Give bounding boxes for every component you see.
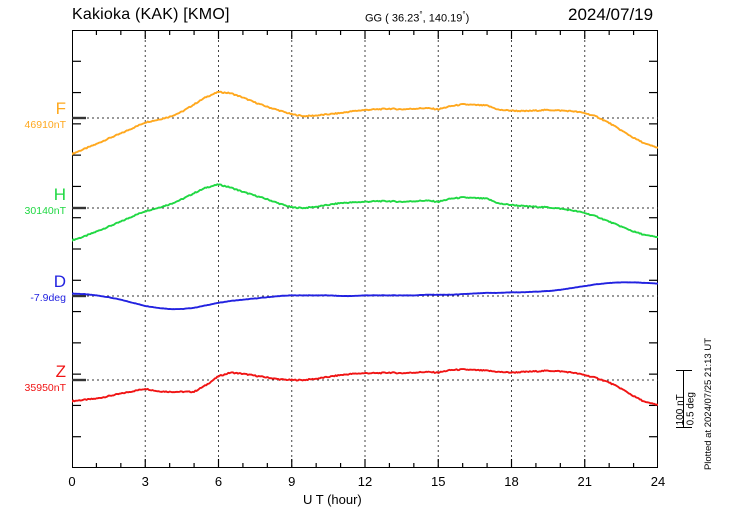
component-symbol-f: F xyxy=(55,99,66,118)
x-axis-tick-6: 6 xyxy=(214,474,223,489)
degree-sign-lat: ° xyxy=(419,10,423,19)
component-symbol-d: D xyxy=(53,272,66,291)
x-axis-tick-21: 21 xyxy=(577,474,592,489)
scale-bar-cap-bottom xyxy=(676,426,692,428)
coords-close-paren: ) xyxy=(465,12,470,25)
degree-sign-lon: ° xyxy=(462,10,466,19)
scale-bar-label: 100 nT 0.5 deg xyxy=(675,392,697,426)
x-axis-tick-15: 15 xyxy=(431,474,446,489)
component-label-f: F 46910nT xyxy=(4,99,66,131)
component-baseline-h: 30140nT xyxy=(24,204,66,217)
scale-bar-line xyxy=(683,370,685,428)
scale-bar-deg: 0.5 deg xyxy=(685,392,697,426)
coords-lon-part: , 140.19 xyxy=(422,12,463,25)
x-axis-tick-12: 12 xyxy=(357,474,373,489)
magnetogram-plot xyxy=(72,30,658,468)
plotted-timestamp: Plotted at 2024/07/25 21:13 UT xyxy=(703,338,714,471)
component-symbol-z: Z xyxy=(55,362,66,381)
scale-bar xyxy=(676,370,692,428)
component-baseline-z: 35950nT xyxy=(24,381,66,394)
scale-bar-cap-top xyxy=(676,370,692,372)
component-symbol-h: H xyxy=(53,185,66,204)
component-label-d: D -7.9deg xyxy=(4,272,66,304)
x-axis-tick-0: 0 xyxy=(68,474,76,489)
component-label-z: Z 35950nT xyxy=(4,362,66,394)
station-title: Kakioka (KAK) [KMO] xyxy=(72,6,230,23)
component-baseline-f: 46910nT xyxy=(24,118,66,131)
coords-lat-part: GG ( 36.23 xyxy=(365,12,420,25)
component-label-h: H 30140nT xyxy=(4,185,66,217)
x-axis-title: U T (hour) xyxy=(303,492,362,507)
x-axis-tick-9: 9 xyxy=(288,474,296,489)
observation-date: 2024/07/19 xyxy=(568,5,654,24)
geographic-coordinates: GG ( 36.23°, 140.19°) xyxy=(365,10,469,25)
component-baseline-d: -7.9deg xyxy=(30,291,66,304)
x-axis-tick-24: 24 xyxy=(650,474,666,489)
x-axis-tick-18: 18 xyxy=(504,474,519,489)
x-axis-tick-3: 3 xyxy=(141,474,149,489)
